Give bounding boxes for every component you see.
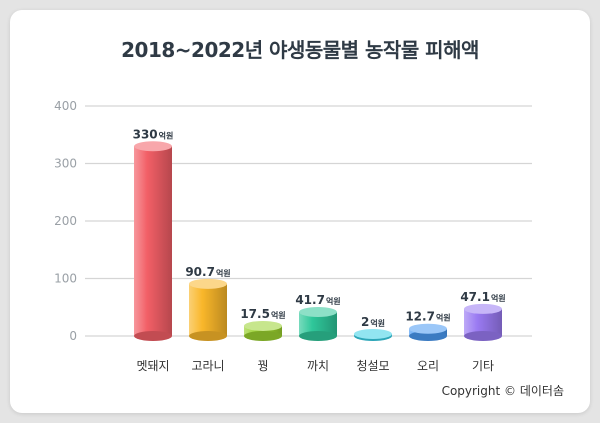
y-tick-label: 300 [54, 157, 77, 171]
y-tick-label: 0 [69, 329, 77, 343]
data-label: 12.7억원 [405, 310, 450, 324]
data-label: 17.5억원 [240, 307, 285, 321]
data-label-value: 41.7 [295, 293, 325, 307]
data-label-unit: 억원 [436, 313, 451, 323]
bar [464, 303, 502, 341]
bar-top [244, 320, 282, 331]
data-label: 330억원 [133, 127, 174, 141]
bar-top [409, 323, 447, 334]
x-category-label: 기타 [472, 359, 494, 373]
copyright-text: Copyright © 데이터솜 [441, 384, 564, 398]
data-label-value: 47.1 [460, 290, 490, 304]
x-category-label: 오리 [417, 359, 439, 373]
chart-card: 2018~2022년 야생동물별 농작물 피해액 0 100 200 300 400 33… [10, 10, 590, 413]
bar-base [409, 331, 447, 341]
bar-body [244, 325, 282, 336]
data-label: 90.7억원 [185, 265, 230, 279]
data-label-value: 330 [133, 127, 158, 141]
data-label-value: 17.5 [240, 307, 270, 321]
x-category-label: 고라니 [191, 359, 224, 373]
bar-top [134, 141, 172, 152]
data-label: 41.7억원 [295, 293, 340, 307]
data-label-unit: 억원 [370, 318, 385, 328]
bar [354, 329, 392, 341]
x-category-label: 멧돼지 [136, 359, 169, 373]
y-tick-label: 100 [54, 272, 77, 286]
bar-base [134, 331, 172, 341]
data-label-unit: 억원 [159, 130, 174, 140]
chart-title: 2018~2022년 야생동물별 농작물 피해액 [121, 38, 479, 62]
bar-body [299, 312, 337, 336]
bar [134, 141, 172, 341]
bar-top [189, 278, 227, 289]
y-tick-label: 400 [54, 99, 77, 113]
bar [244, 320, 282, 341]
bar-top [299, 307, 337, 318]
bar-chart: 0100200300400330억원멧돼지90.7억원고라니17.5억원꿩41.… [54, 99, 532, 373]
x-category-label: 까치 [307, 359, 329, 373]
bar-base [244, 331, 282, 341]
data-label-unit: 억원 [271, 310, 286, 320]
x-category-label: 꿩 [257, 359, 268, 373]
x-category-label: 청설모 [356, 359, 389, 373]
data-label-unit: 억원 [216, 268, 231, 278]
data-label: 47.1억원 [460, 290, 505, 304]
bar [299, 307, 337, 341]
bar-base [299, 331, 337, 341]
data-label-unit: 억원 [491, 293, 506, 303]
bar [409, 323, 447, 341]
data-label-value: 2 [361, 315, 369, 329]
data-label: 2억원 [361, 315, 385, 329]
bar-body [134, 146, 172, 336]
data-label-unit: 억원 [326, 296, 341, 306]
bar-base [464, 331, 502, 341]
bar-body [189, 283, 227, 336]
data-label-value: 90.7 [185, 265, 215, 279]
bar-base [189, 331, 227, 341]
data-label-value: 12.7 [405, 310, 435, 324]
bar-top [354, 329, 392, 339]
y-tick-label: 200 [54, 214, 77, 228]
bar [189, 278, 227, 341]
bar-top [464, 303, 502, 314]
